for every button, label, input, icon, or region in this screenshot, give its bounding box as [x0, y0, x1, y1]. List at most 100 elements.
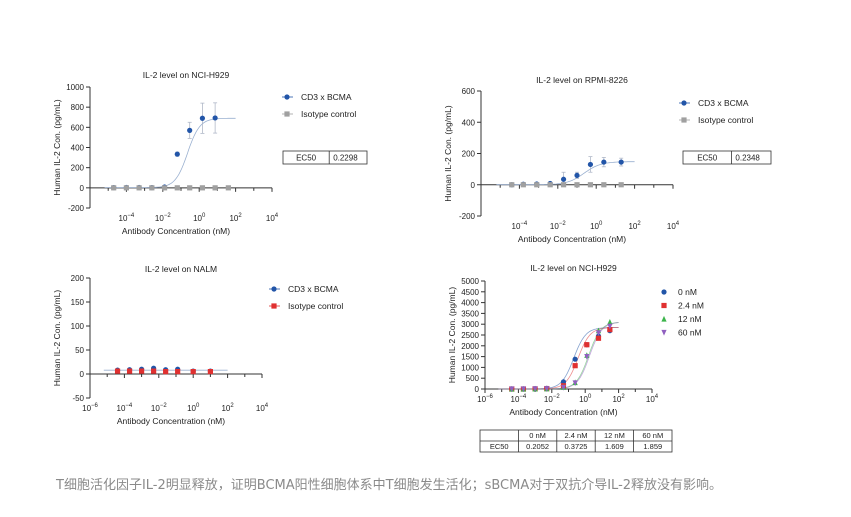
y-tick-label: 0 [80, 184, 85, 193]
legend-label: CD3 x BCMA [698, 98, 749, 108]
ec50-table: EC50 0.2298 [282, 150, 368, 165]
x-axis-title: Antibody Concentration (nM) [509, 407, 617, 417]
chart-title: IL-2 level on NALM [145, 264, 217, 274]
data-point [212, 115, 218, 121]
x-tick-label: 100 [579, 394, 592, 404]
data-point [560, 182, 567, 188]
legend-marker [661, 302, 667, 309]
chart-panel-3: IL-2 level on NALM -50 0 50 100 150 200 10−6 10−… [52, 264, 343, 426]
legend: CD3 x BCMA Isotype control [679, 98, 753, 125]
legend: CD3 x BCMA Isotype control [282, 92, 356, 119]
data-point [587, 161, 594, 168]
y-tick-label: 200 [71, 274, 85, 283]
ec50-table: EC50 0.2348 [682, 150, 772, 165]
data-point [618, 182, 624, 188]
y-tick-label: 0 [471, 181, 476, 190]
data-point [574, 182, 580, 188]
series-2 [509, 182, 624, 188]
data-point [151, 368, 157, 374]
y-tick-label: 50 [75, 346, 84, 355]
x-tick-label: 100 [187, 403, 200, 413]
table-border [282, 150, 368, 165]
y-tick-label: 800 [71, 103, 85, 112]
x-tick-label: 10−4 [512, 221, 528, 231]
data-point [174, 185, 180, 191]
table-cell: 1.609 [605, 442, 624, 451]
data-point [207, 369, 213, 375]
table-header: 2.4 nM [565, 431, 588, 440]
series-1 [509, 156, 624, 188]
y-tick-label: 1000 [461, 363, 479, 372]
ec50-table: 0 nM 2.4 nM 12 nM 60 nM EC50 0.2052 0.3725 1.60… [479, 429, 673, 453]
legend-label: CD3 x BCMA [301, 92, 352, 102]
series-2 [111, 185, 231, 191]
table-header: EC50 [296, 154, 317, 163]
x-tick-label: 10−6 [477, 394, 493, 404]
data-point [139, 368, 145, 374]
data-point [618, 159, 624, 165]
data-point [509, 386, 515, 393]
legend-label: Isotype control [288, 301, 343, 311]
y-tick-label: 2500 [461, 331, 479, 340]
data-point [199, 185, 206, 191]
x-tick-label: 102 [221, 403, 234, 413]
data-point [584, 342, 590, 348]
legend-label: Isotype control [301, 109, 356, 119]
chart-title: IL-2 level on NCI-H929 [530, 263, 617, 273]
y-tick-label: 200 [462, 150, 476, 159]
table-cell: 0.2052 [526, 442, 549, 451]
legend-label: 0 nM [678, 287, 697, 297]
x-tick-label: 104 [646, 394, 659, 404]
legend-label: 60 nM [678, 328, 702, 338]
x-tick-label: 10−2 [151, 403, 167, 413]
data-point [607, 318, 613, 325]
y-tick-label: 0 [80, 370, 85, 379]
data-point [595, 335, 602, 341]
data-point [584, 354, 590, 360]
y-axis-title: Human IL-2 Con. (pg/mL) [52, 290, 62, 387]
series-2 [114, 368, 213, 375]
data-point [190, 369, 196, 375]
x-tick-label: 104 [266, 213, 279, 223]
legend-label: 12 nM [678, 314, 702, 324]
data-point [544, 386, 550, 392]
series-4 [509, 323, 613, 393]
x-tick-label: 100 [590, 221, 603, 231]
chart-title: IL-2 level on NCI-H929 [143, 70, 230, 80]
fit-curve-1 [496, 161, 635, 186]
y-tick-label: -200 [459, 212, 476, 221]
x-tick-label: 10−4 [119, 213, 135, 223]
legend-marker [284, 94, 290, 100]
data-point [136, 185, 142, 191]
data-point [225, 185, 231, 191]
data-point [509, 182, 515, 188]
data-point [607, 327, 613, 333]
x-tick-label: 10−6 [82, 403, 98, 413]
data-point [199, 115, 206, 121]
series-1 [111, 102, 218, 191]
y-axis-title: Human IL-2 Con. (pg/mL) [443, 105, 453, 202]
table-value: 0.2298 [333, 154, 358, 163]
data-point [572, 363, 578, 369]
legend-marker [284, 111, 290, 117]
x-axis-title: Antibody Concentration (nM) [518, 234, 626, 244]
y-axis-title: Human IL-2 Con. (pg/mL) [52, 99, 62, 196]
series-2 [509, 327, 613, 392]
data-point [212, 185, 218, 191]
y-tick-label: 5000 [461, 277, 479, 286]
data-point [574, 172, 580, 178]
data-point [547, 182, 553, 188]
data-point [161, 185, 168, 191]
y-tick-label: 400 [462, 118, 476, 127]
table-border [682, 150, 772, 165]
chart-panel-2: IL-2 level on RPMI-8226 -200 0 200 400 600 10−… [443, 75, 772, 244]
x-tick-label: 102 [229, 213, 242, 223]
table-cell: 1.859 [643, 442, 662, 451]
data-point [520, 182, 526, 188]
x-tick-label: 10−2 [544, 394, 560, 404]
x-tick-label: 102 [612, 394, 625, 404]
y-tick-label: 0 [475, 385, 480, 394]
y-tick-label: 400 [71, 144, 85, 153]
data-point [560, 176, 567, 182]
